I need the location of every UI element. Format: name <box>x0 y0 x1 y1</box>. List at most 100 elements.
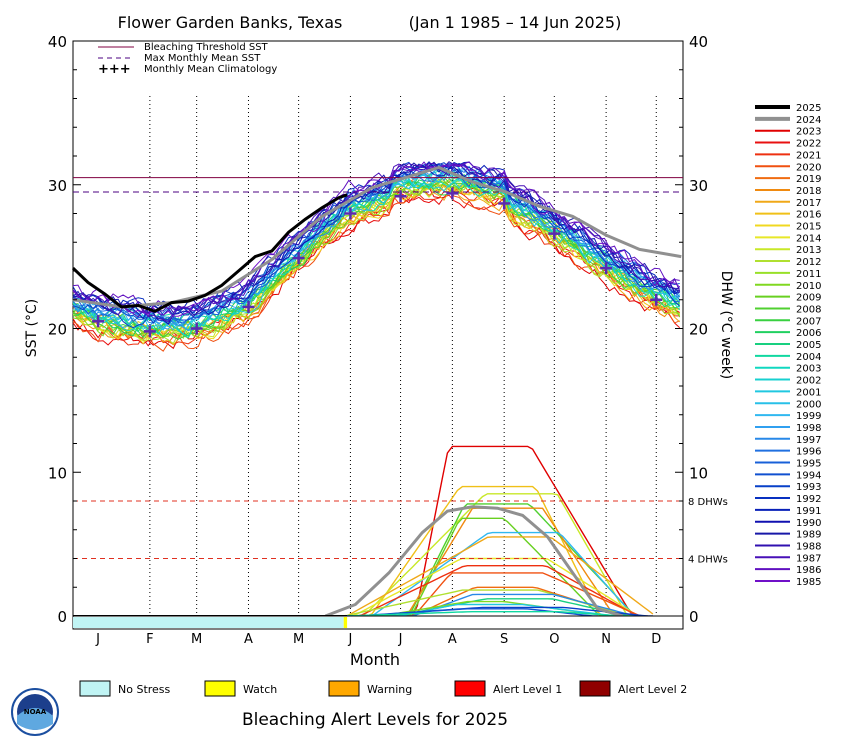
noaa-logo: NOAA <box>11 688 59 736</box>
alert-legend-swatch <box>579 680 611 697</box>
historical-sst-line <box>72 180 680 345</box>
alert-legend-label: Warning <box>367 683 412 696</box>
chart-title-site: Flower Garden Banks, Texas <box>118 13 343 32</box>
noaa-logo-text: NOAA <box>24 708 47 716</box>
x-tick-label: M <box>191 632 202 647</box>
x-tick-label: A <box>448 632 457 647</box>
historical-sst-line <box>73 176 681 331</box>
historical-sst-line <box>72 191 681 347</box>
historical-sst-line <box>72 185 680 350</box>
year-legend-label: 2021 <box>796 150 821 161</box>
historical-sst-line <box>72 181 680 340</box>
historical-dhw-line <box>322 611 628 617</box>
year-legend-label: 2019 <box>796 174 821 185</box>
alert-title: Bleaching Alert Levels for 2025 <box>242 710 508 730</box>
legend-label-max-monthly-mean: Max Monthly Mean SST <box>144 53 261 64</box>
climatology-markers <box>92 187 663 338</box>
alert-strip-segment <box>73 617 344 628</box>
year-legend-label: 2001 <box>796 387 821 398</box>
year-legend-label: 2024 <box>796 115 821 126</box>
year-legend-label: 1993 <box>796 482 821 493</box>
y-tick-label-left: 30 <box>48 177 67 195</box>
year-legend-label: 1994 <box>796 470 821 481</box>
x-tick-label: J <box>398 632 403 647</box>
y-tick-label-left: 0 <box>57 608 67 626</box>
y-axis-left: 0 10 20 30 40 <box>48 33 81 626</box>
year-legend-label: 2014 <box>796 233 821 244</box>
year-legend-label: 2008 <box>796 304 821 315</box>
x-tick-label: O <box>549 632 559 647</box>
alert-legend-swatch <box>454 680 486 697</box>
y-axis-label-left: SST (°C) <box>24 299 40 357</box>
year-legend-label: 2009 <box>796 293 821 304</box>
y-tick-label-right: 0 <box>689 608 699 626</box>
alert-legend-label: Watch <box>243 683 277 696</box>
x-tick-label: S <box>500 632 508 647</box>
year-legend: 2025202420232022202120202019201820172016… <box>755 103 821 588</box>
x-tick-label: N <box>601 632 611 647</box>
x-tick-label: A <box>244 632 253 647</box>
legend-swatch-climatology: +++ <box>98 62 131 77</box>
year-legend-label: 1985 <box>796 577 821 588</box>
year-legend-label: 2025 <box>796 103 821 114</box>
x-tick-label: D <box>651 632 661 647</box>
year-legend-label: 1996 <box>796 447 821 458</box>
year-legend-label: 2003 <box>796 364 821 375</box>
y-tick-label-left: 20 <box>48 321 67 339</box>
year-legend-label: 2016 <box>796 210 821 221</box>
year-legend-label: 2015 <box>796 222 821 233</box>
y-tick-label-right: 40 <box>689 33 708 51</box>
historical-sst-series <box>72 161 681 352</box>
x-tick-label: J <box>95 632 100 647</box>
year-legend-label: 2010 <box>796 281 821 292</box>
alert-legend-swatch <box>79 680 111 697</box>
year-legend-label: 2005 <box>796 340 821 351</box>
year-legend-label: 1998 <box>796 423 821 434</box>
year-legend-label: 2012 <box>796 257 821 268</box>
y-tick-label-left: 10 <box>48 464 67 482</box>
x-tick-label: F <box>146 632 153 647</box>
historical-dhw-line <box>322 536 654 617</box>
year-legend-label: 1995 <box>796 459 821 470</box>
y-tick-label-left: 40 <box>48 33 67 51</box>
series-2025-sst <box>71 193 348 313</box>
year-legend-label: 1986 <box>796 565 821 576</box>
historical-sst-line <box>72 181 680 342</box>
dhw-8-label: 8 DHWs <box>688 497 728 508</box>
historical-sst-line <box>72 161 680 318</box>
year-legend-label: 1992 <box>796 494 821 505</box>
x-tick-label: J <box>348 632 353 647</box>
legend-label-bleaching-threshold: Bleaching Threshold SST <box>144 42 269 53</box>
year-legend-label: 1988 <box>796 541 821 552</box>
year-legend-label: 2004 <box>796 352 821 363</box>
historical-sst-line <box>72 162 681 323</box>
year-legend-label: 1987 <box>796 553 821 564</box>
y-tick-label-right: 10 <box>689 464 708 482</box>
legend-box: Bleaching Threshold SST Max Monthly Mean… <box>98 42 277 77</box>
year-legend-label: 1999 <box>796 411 821 422</box>
y-axis-label-right: DHW (°C week) <box>718 271 734 380</box>
year-legend-label: 2011 <box>796 269 821 280</box>
alert-level-legend: No Stress Watch Warning Alert Level 1 Alert … <box>79 680 687 697</box>
y-tick-label-right: 30 <box>689 177 708 195</box>
year-legend-label: 2017 <box>796 198 821 209</box>
alert-strip <box>73 617 348 628</box>
x-axis-label: Month <box>350 650 400 669</box>
historical-dhw-line <box>322 565 643 617</box>
year-legend-label: 2013 <box>796 245 821 256</box>
legend-label-climatology: Monthly Mean Climatology <box>144 64 277 75</box>
alert-strip-segment <box>343 617 348 628</box>
x-tick-label: M <box>293 632 304 647</box>
year-legend-label: 2022 <box>796 139 821 150</box>
series-2024-dhw <box>324 505 624 618</box>
year-legend-label: 2007 <box>796 316 821 327</box>
year-legend-label: 2000 <box>796 399 821 410</box>
year-legend-label: 2023 <box>796 127 821 138</box>
alert-legend-swatch <box>328 680 360 697</box>
year-legend-label: 2018 <box>796 186 821 197</box>
year-legend-label: 1989 <box>796 530 821 541</box>
year-legend-label: 1990 <box>796 518 821 529</box>
y-axis-right: 0 10 20 30 40 <box>675 33 708 626</box>
